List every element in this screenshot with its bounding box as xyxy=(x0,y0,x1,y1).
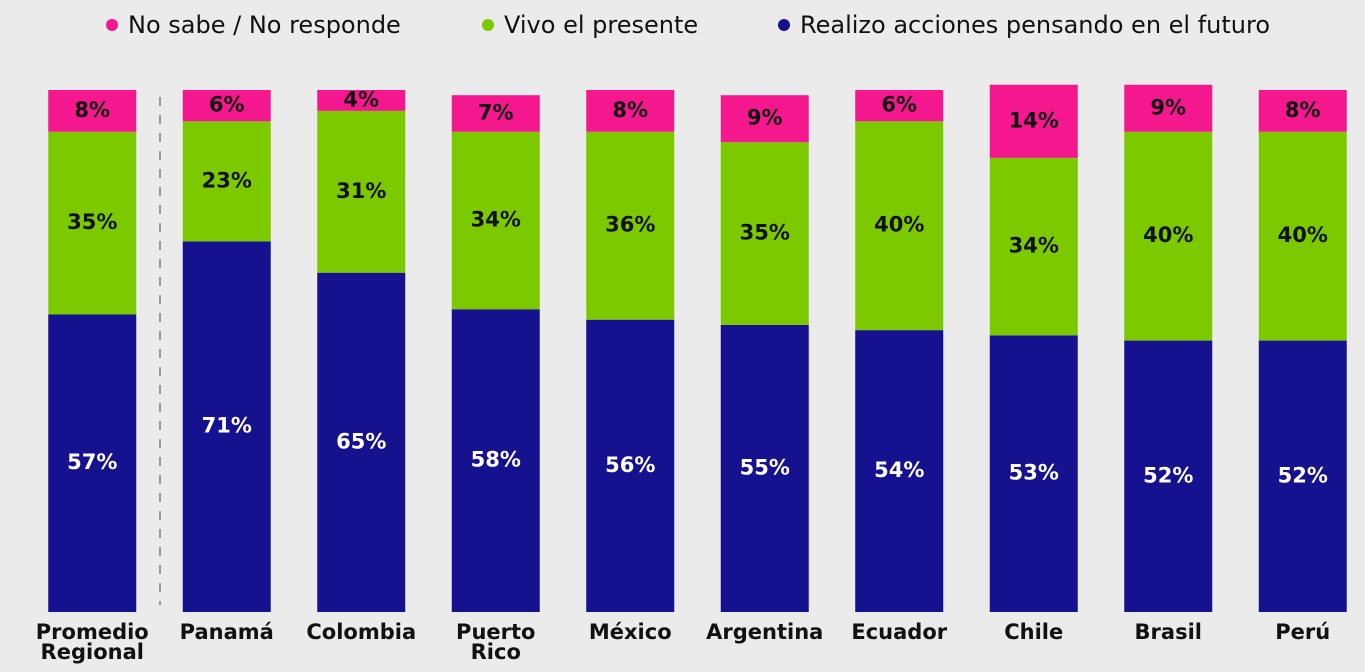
value-label: 71% xyxy=(202,414,252,438)
value-label: 40% xyxy=(1143,223,1193,247)
value-label: 53% xyxy=(1009,461,1059,485)
bar-segment xyxy=(451,131,540,310)
value-label: 8% xyxy=(1285,98,1321,122)
category-label: Chile xyxy=(1004,620,1064,644)
value-label: 57% xyxy=(67,450,117,474)
category-label: Perú xyxy=(1275,620,1331,644)
bar-segment xyxy=(720,142,809,325)
legend-marker xyxy=(106,19,118,31)
value-label: 65% xyxy=(336,429,386,453)
bar-segment xyxy=(1124,131,1213,341)
value-label: 7% xyxy=(478,100,514,124)
category-label: Promedio Regional xyxy=(35,620,149,664)
value-label: 35% xyxy=(67,210,117,234)
value-label: 40% xyxy=(1278,223,1328,247)
value-label: 55% xyxy=(740,455,790,479)
bar-segment xyxy=(317,272,406,612)
value-label: 34% xyxy=(471,208,521,232)
bar-segment xyxy=(451,95,540,132)
value-label: 40% xyxy=(874,213,924,237)
bar-segment xyxy=(48,131,137,315)
value-label: 36% xyxy=(605,213,655,237)
legend-label: Vivo el presente xyxy=(504,11,698,39)
bar-segment xyxy=(1124,84,1213,132)
value-label: 4% xyxy=(343,87,379,111)
category-label: Panamá xyxy=(179,620,274,644)
category-label: Argentina xyxy=(706,620,824,644)
value-label: 34% xyxy=(1009,234,1059,258)
value-label: 23% xyxy=(202,168,252,192)
bar-segment xyxy=(855,90,944,122)
value-label: 9% xyxy=(747,106,783,130)
value-label: 31% xyxy=(336,179,386,203)
bar-segment xyxy=(451,309,540,612)
legend-label: Realizo acciones pensando en el futuro xyxy=(800,11,1270,39)
bar-segment xyxy=(182,121,271,242)
bar-segment xyxy=(586,90,675,132)
bar-segment xyxy=(1258,131,1347,341)
bar-segment xyxy=(1258,90,1347,132)
bar-segment xyxy=(855,330,944,612)
value-label: 58% xyxy=(471,448,521,472)
value-label: 6% xyxy=(209,93,245,117)
legend-marker xyxy=(778,19,790,31)
value-label: 8% xyxy=(74,98,110,122)
value-label: 14% xyxy=(1009,108,1059,132)
category-label: Brasil xyxy=(1134,620,1202,644)
bar-segment xyxy=(1124,340,1213,612)
bar-segment xyxy=(586,319,675,612)
bar-segment xyxy=(317,90,406,111)
bar-segment xyxy=(1258,340,1347,612)
bar-segment xyxy=(182,90,271,122)
category-label: México xyxy=(588,620,672,644)
bar-segment xyxy=(855,121,944,331)
category-label: Puerto Rico xyxy=(456,620,536,664)
bar-segment xyxy=(48,314,137,612)
bar-segment xyxy=(720,324,809,612)
value-label: 9% xyxy=(1150,95,1186,119)
value-label: 54% xyxy=(874,458,924,482)
value-label: 6% xyxy=(881,93,917,117)
legend-marker xyxy=(482,19,494,31)
value-label: 56% xyxy=(605,453,655,477)
value-label: 52% xyxy=(1278,463,1328,487)
bar-segment xyxy=(48,90,137,132)
bar-segment xyxy=(720,95,809,143)
bar-segment xyxy=(317,110,406,273)
bar-segment xyxy=(989,157,1078,336)
category-label: Colombia xyxy=(306,620,417,644)
bar-segment xyxy=(989,335,1078,612)
value-label: 8% xyxy=(612,98,648,122)
legend-label: No sabe / No responde xyxy=(128,11,401,39)
value-label: 52% xyxy=(1143,463,1193,487)
bar-segment xyxy=(182,241,271,612)
chart: No sabe / No responde Vivo el presente Rea… xyxy=(48,11,1347,612)
bar-segment xyxy=(586,131,675,320)
category-label: Ecuador xyxy=(851,620,948,644)
bar-segment xyxy=(989,84,1078,158)
value-label: 35% xyxy=(740,221,790,245)
